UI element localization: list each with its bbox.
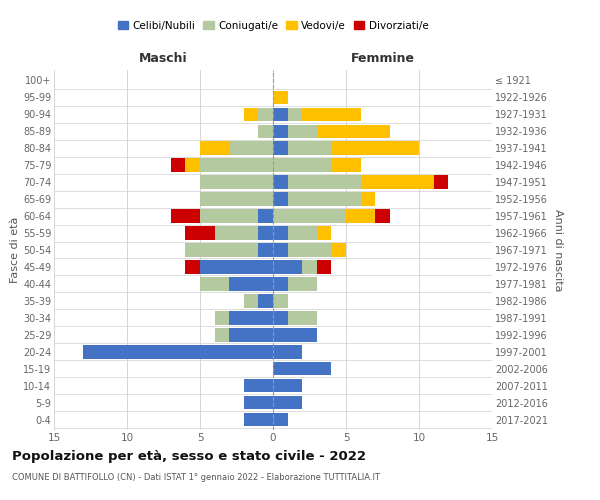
Bar xyxy=(317,226,331,239)
Bar xyxy=(273,108,287,121)
Bar xyxy=(185,226,215,239)
Bar xyxy=(346,210,375,222)
Bar xyxy=(287,108,302,121)
Bar xyxy=(259,124,273,138)
Y-axis label: Fasce di età: Fasce di età xyxy=(10,217,20,283)
Bar xyxy=(171,210,200,222)
Bar xyxy=(244,379,273,392)
Bar xyxy=(331,244,346,256)
Bar xyxy=(273,124,287,138)
Bar xyxy=(434,176,448,188)
Bar xyxy=(200,260,273,274)
Bar xyxy=(317,124,390,138)
Bar xyxy=(200,278,229,290)
Bar xyxy=(273,158,331,172)
Bar xyxy=(244,413,273,426)
Bar xyxy=(229,278,273,290)
Bar xyxy=(273,90,287,104)
Text: Femmine: Femmine xyxy=(350,52,415,65)
Bar xyxy=(259,294,273,308)
Bar xyxy=(375,210,390,222)
Bar xyxy=(287,124,317,138)
Bar xyxy=(287,176,361,188)
Bar xyxy=(273,176,287,188)
Bar xyxy=(244,396,273,409)
Bar xyxy=(361,192,375,205)
Bar xyxy=(229,142,273,154)
Bar xyxy=(287,226,317,239)
Bar xyxy=(185,260,200,274)
Y-axis label: Anni di nascita: Anni di nascita xyxy=(553,209,563,291)
Bar xyxy=(273,346,302,358)
Bar xyxy=(273,328,317,342)
Bar xyxy=(200,176,273,188)
Bar xyxy=(273,142,287,154)
Bar xyxy=(273,379,302,392)
Bar xyxy=(215,226,259,239)
Bar xyxy=(200,192,273,205)
Bar xyxy=(200,158,273,172)
Text: COMUNE DI BATTIFOLLO (CN) - Dati ISTAT 1° gennaio 2022 - Elaborazione TUTTITALIA: COMUNE DI BATTIFOLLO (CN) - Dati ISTAT 1… xyxy=(12,472,380,482)
Bar xyxy=(302,260,317,274)
Bar xyxy=(185,244,259,256)
Bar xyxy=(287,142,331,154)
Bar xyxy=(331,158,361,172)
Bar xyxy=(229,328,273,342)
Bar xyxy=(244,108,259,121)
Bar xyxy=(302,108,361,121)
Bar xyxy=(273,312,287,324)
Bar xyxy=(259,226,273,239)
Bar xyxy=(259,108,273,121)
Bar xyxy=(273,413,287,426)
Bar xyxy=(273,260,302,274)
Bar xyxy=(273,278,287,290)
Bar xyxy=(200,210,259,222)
Legend: Celibi/Nubili, Coniugati/e, Vedovi/e, Divorziati/e: Celibi/Nubili, Coniugati/e, Vedovi/e, Di… xyxy=(115,18,431,34)
Bar xyxy=(185,158,200,172)
Text: Popolazione per età, sesso e stato civile - 2022: Popolazione per età, sesso e stato civil… xyxy=(12,450,366,463)
Bar xyxy=(244,294,259,308)
Bar xyxy=(287,312,317,324)
Bar xyxy=(317,260,331,274)
Bar xyxy=(215,312,229,324)
Bar xyxy=(83,346,273,358)
Bar xyxy=(273,244,287,256)
Bar xyxy=(171,158,185,172)
Bar xyxy=(287,278,317,290)
Bar xyxy=(273,294,287,308)
Text: Maschi: Maschi xyxy=(139,52,188,65)
Bar xyxy=(287,192,361,205)
Bar xyxy=(200,142,229,154)
Bar xyxy=(259,210,273,222)
Bar xyxy=(273,226,287,239)
Bar xyxy=(215,328,229,342)
Bar xyxy=(273,210,346,222)
Bar xyxy=(331,142,419,154)
Bar xyxy=(287,244,331,256)
Bar xyxy=(273,362,331,376)
Bar xyxy=(273,396,302,409)
Bar xyxy=(361,176,434,188)
Bar xyxy=(273,192,287,205)
Bar xyxy=(229,312,273,324)
Bar xyxy=(259,244,273,256)
